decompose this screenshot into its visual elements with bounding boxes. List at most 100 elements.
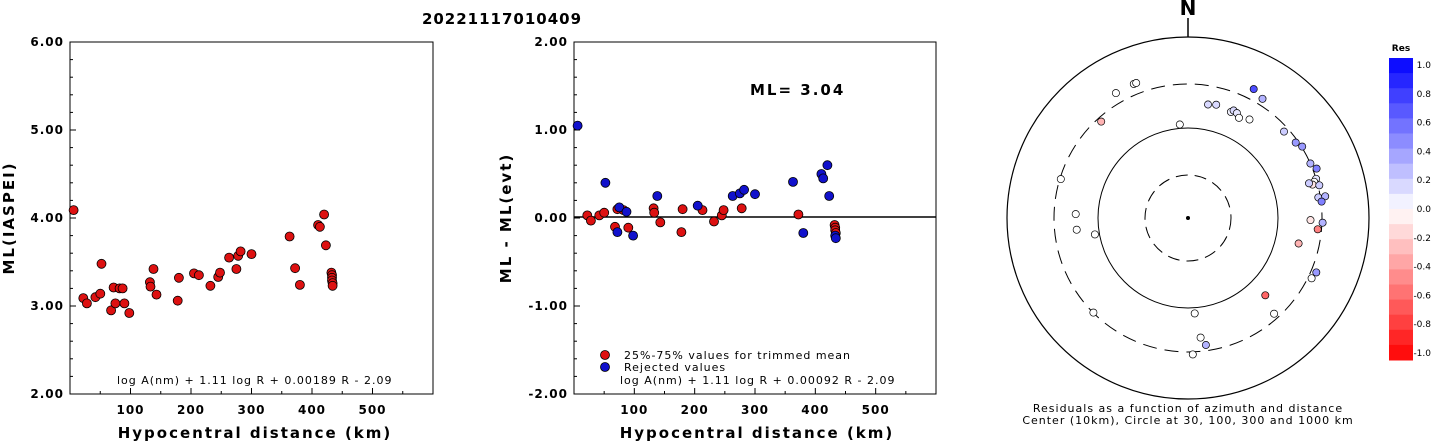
data-point (319, 209, 330, 220)
data-point (314, 221, 325, 232)
data-point (117, 283, 128, 294)
data-point (327, 280, 338, 291)
y-tick-label: 5.00 (30, 123, 64, 137)
data-point (692, 200, 703, 211)
colorbar-label: -0.2 (1413, 234, 1431, 244)
y-tick-label: -1.00 (528, 299, 568, 313)
colorbar-cell (1389, 193, 1413, 210)
data-point (739, 184, 749, 195)
data-point (231, 264, 242, 274)
epicenter-dot (1186, 216, 1190, 220)
station-point (1307, 274, 1316, 283)
formula-label: log A(nm) + 1.11 log R + 0.00092 R - 2.0… (620, 374, 895, 387)
colorbar-cell (1389, 314, 1413, 331)
station-point (1201, 341, 1210, 349)
x-tick-label: 500 (862, 403, 890, 417)
data-point (623, 222, 634, 233)
data-point (788, 176, 798, 187)
data-point (124, 308, 135, 318)
x-tick-label: 400 (801, 403, 829, 417)
residual-colorbar: Res 1.0 0.8 0.6 0.4 0.2 0.0 -0.2 -0.4 -0.6 -0.8 -1… (1389, 44, 1431, 361)
colorbar-cell (1389, 329, 1413, 346)
y-tick-label: 0.00 (534, 211, 568, 225)
colorbar-label: -0.6 (1413, 291, 1431, 301)
points-ml-iaspei (68, 205, 338, 318)
colorbar-label: -1.0 (1413, 349, 1431, 359)
station-point (1089, 308, 1098, 317)
data-point (68, 205, 79, 216)
data-point (205, 280, 216, 291)
y-tick-label: 3.00 (30, 299, 64, 313)
station-point (1245, 115, 1254, 124)
plot-frame (69, 41, 434, 395)
station-point (1196, 333, 1205, 342)
station-point (1280, 127, 1288, 136)
ring-30km (1144, 174, 1232, 262)
data-point (82, 298, 92, 309)
data-point (151, 289, 162, 300)
x-tick-label: 300 (237, 403, 265, 417)
data-point (736, 203, 747, 214)
y-tick-label: 1.00 (534, 123, 568, 137)
data-point (284, 231, 295, 242)
data-point (649, 207, 660, 218)
x-tick-label: 200 (681, 403, 709, 417)
station-point (1249, 85, 1258, 94)
ring-300km (1053, 83, 1323, 353)
colorbar-cell (1389, 239, 1413, 255)
station-point (1132, 79, 1141, 87)
colorbar-cell (1389, 344, 1413, 361)
station-point (1188, 350, 1197, 359)
y-tick-label: 2.00 (534, 35, 568, 49)
colorbar-cell (1389, 163, 1413, 180)
ring-100km (1097, 127, 1279, 309)
station-point (1298, 142, 1307, 151)
station-point (1097, 117, 1106, 126)
data-point (822, 160, 833, 171)
station-point (1175, 120, 1184, 129)
station-point (1111, 89, 1120, 98)
data-point (599, 207, 610, 218)
data-point (798, 228, 809, 238)
data-point (119, 298, 130, 309)
station-point (1071, 210, 1080, 219)
ring-1000km (1006, 36, 1370, 400)
data-point (824, 191, 835, 201)
colorbar-label: 0.0 (1417, 205, 1432, 215)
station-point (1317, 197, 1326, 206)
data-point (95, 288, 106, 299)
station-point (1315, 181, 1324, 190)
colorbar-cell (1389, 88, 1413, 104)
data-point (830, 233, 841, 244)
station-point (1294, 239, 1303, 248)
caption-line-1: Residuals as a function of azimuth and d… (1033, 402, 1343, 415)
colorbar-cell (1389, 178, 1413, 195)
station-point (1056, 175, 1065, 184)
x-axis-label: Hypocentral distance (km) (620, 424, 895, 441)
y-axis-label: ML - ML(evt) (497, 153, 515, 283)
station-point (1312, 268, 1321, 277)
colorbar-cell (1389, 269, 1413, 285)
station-point (1072, 225, 1081, 234)
y-tick-label: 2.00 (30, 387, 64, 401)
axes-ml-residuals: 100 200 300 400 500 -2.00 -1.00 0.00 1.00 2.00 (528, 35, 907, 417)
colorbar-cell (1389, 254, 1413, 270)
station-point (1090, 230, 1099, 239)
x-tick-label: 500 (358, 403, 386, 417)
data-point (709, 216, 719, 227)
y-tick-label: 6.00 (30, 35, 64, 49)
colorbar-cell (1389, 224, 1413, 240)
figure-title: 20221117010409 (422, 10, 582, 28)
data-point (652, 191, 663, 201)
data-point (750, 189, 760, 200)
panel-ml-residuals: 100 200 300 400 500 -2.00 -1.00 0.00 1.00 2.00 ML… (497, 35, 937, 441)
data-point (224, 252, 235, 263)
station-point (1306, 159, 1315, 168)
data-point (676, 227, 687, 238)
colorbar-label: 0.4 (1417, 147, 1432, 157)
colorbar-cell (1389, 148, 1413, 165)
station-point (1318, 218, 1327, 227)
data-point (96, 258, 107, 269)
data-point (148, 264, 159, 274)
